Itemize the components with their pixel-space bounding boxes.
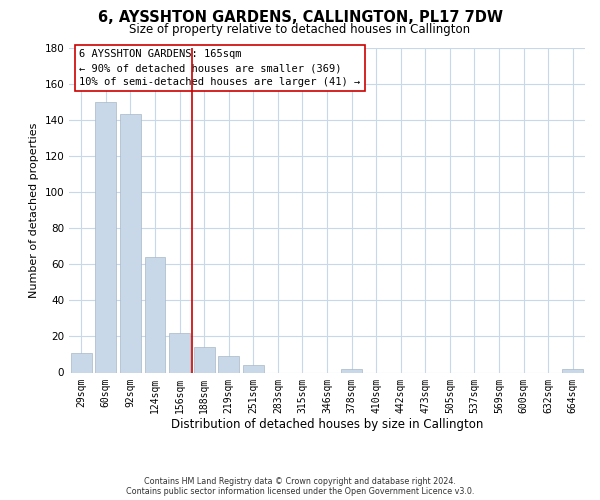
Text: Contains HM Land Registry data © Crown copyright and database right 2024.
Contai: Contains HM Land Registry data © Crown c…	[126, 476, 474, 496]
Text: 6, AYSSHTON GARDENS, CALLINGTON, PL17 7DW: 6, AYSSHTON GARDENS, CALLINGTON, PL17 7D…	[97, 10, 503, 25]
Text: 6 AYSSHTON GARDENS: 165sqm
← 90% of detached houses are smaller (369)
10% of sem: 6 AYSSHTON GARDENS: 165sqm ← 90% of deta…	[79, 49, 361, 87]
Bar	[218, 356, 239, 372]
Bar	[194, 347, 215, 372]
Bar	[95, 102, 116, 372]
Bar	[169, 333, 190, 372]
Bar	[71, 352, 92, 372]
Bar	[243, 366, 264, 372]
Bar	[145, 257, 166, 372]
Y-axis label: Number of detached properties: Number of detached properties	[29, 122, 39, 298]
Bar	[341, 369, 362, 372]
Bar	[120, 114, 141, 372]
Bar	[562, 369, 583, 372]
Text: Size of property relative to detached houses in Callington: Size of property relative to detached ho…	[130, 22, 470, 36]
X-axis label: Distribution of detached houses by size in Callington: Distribution of detached houses by size …	[171, 418, 483, 431]
